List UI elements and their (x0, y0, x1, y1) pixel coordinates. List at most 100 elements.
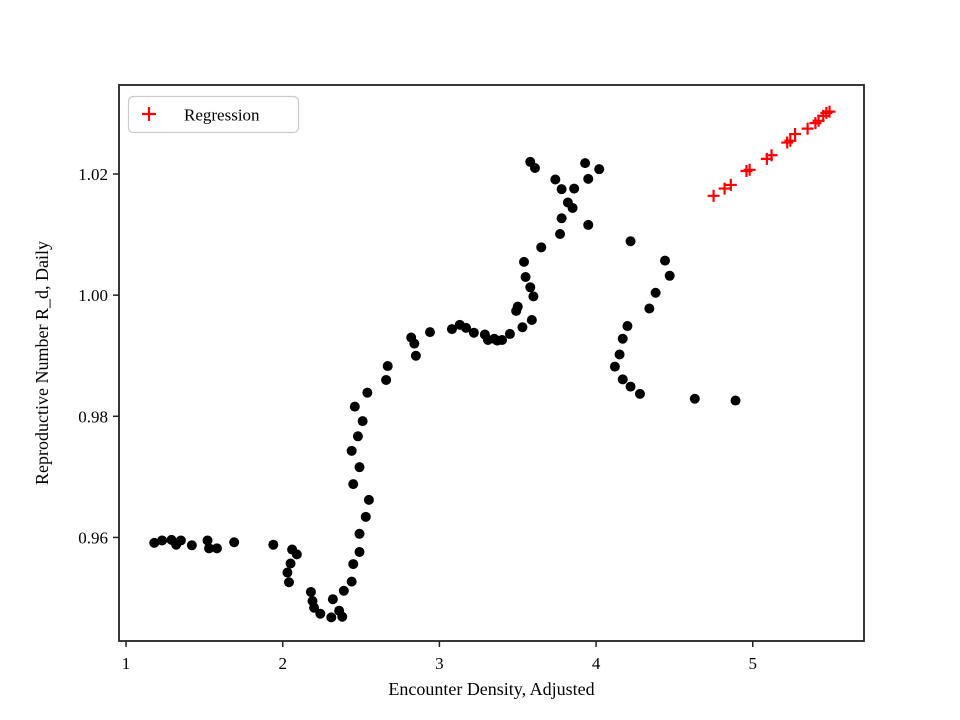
y-tick-label: 0.96 (78, 528, 108, 547)
regression-point (789, 128, 802, 141)
data-point (354, 528, 365, 539)
data-point (625, 381, 636, 392)
regression-point (784, 134, 797, 147)
data-point (282, 567, 293, 578)
data-point (326, 612, 337, 623)
data-point (382, 361, 393, 372)
data-point (175, 535, 186, 546)
data-point (363, 494, 374, 505)
regression-point (718, 182, 731, 195)
data-point (622, 321, 633, 332)
data-point (186, 540, 197, 551)
data-point (305, 586, 316, 597)
data-point (202, 535, 213, 546)
data-point (517, 322, 528, 333)
data-point (409, 338, 420, 349)
data-point (555, 228, 566, 239)
data-point (529, 162, 540, 173)
data-point (512, 301, 523, 312)
data-point (338, 585, 349, 596)
legend-plus-icon (142, 107, 156, 121)
data-point (446, 324, 457, 335)
legend: Regression (127, 95, 300, 134)
data-point (337, 611, 348, 622)
y-tick-label: 0.98 (78, 407, 108, 426)
data-point (149, 537, 160, 548)
data-point (352, 431, 363, 442)
data-point (526, 314, 537, 325)
data-point (583, 219, 594, 230)
x-tick-label: 5 (749, 654, 758, 673)
data-point (567, 202, 578, 213)
data-point (285, 558, 296, 569)
data-point (327, 594, 338, 605)
data-point (594, 164, 605, 175)
data-point (520, 271, 531, 282)
regression-point (743, 163, 756, 176)
regression-point (724, 178, 737, 191)
legend-box (127, 95, 300, 134)
data-point (315, 608, 326, 619)
data-point (617, 333, 628, 344)
y-tick-label: 1.02 (78, 165, 108, 184)
data-point (583, 173, 594, 184)
x-tick-label: 2 (278, 654, 287, 673)
data-point (569, 183, 580, 194)
data-point (519, 256, 530, 267)
data-point (360, 511, 371, 522)
x-tick-label: 3 (435, 654, 444, 673)
data-point (525, 282, 536, 293)
data-point (664, 270, 675, 281)
regression-point (801, 122, 814, 135)
regression-point (765, 149, 778, 162)
data-point (357, 416, 368, 427)
plot-frame (118, 84, 865, 642)
data-point (617, 374, 628, 385)
data-point (157, 535, 168, 546)
data-point (204, 543, 215, 554)
data-point (354, 462, 365, 473)
data-point (660, 255, 671, 266)
x-axis-label: Encounter Density, Adjusted (388, 679, 594, 699)
data-point (468, 327, 479, 338)
data-point (354, 546, 365, 557)
data-point (556, 184, 567, 195)
data-point (650, 287, 661, 298)
data-point (730, 395, 741, 406)
data-point (634, 388, 645, 399)
data-point (580, 158, 591, 169)
data-point (528, 291, 539, 302)
x-tick-label: 4 (592, 654, 601, 673)
data-point (348, 479, 359, 490)
legend-label: Regression (184, 106, 260, 125)
data-point (609, 361, 620, 372)
data-point (346, 445, 357, 456)
data-point (625, 236, 636, 247)
data-point (614, 349, 625, 360)
data-point (362, 387, 373, 398)
y-axis-label: Reproductive Number R_d, Daily (32, 241, 52, 485)
data-point (550, 174, 561, 185)
data-point (689, 393, 700, 404)
data-point (504, 328, 515, 339)
data-point (349, 401, 360, 412)
data-point (410, 350, 421, 361)
data-point (425, 327, 436, 338)
data-point (556, 213, 567, 224)
data-point (229, 537, 240, 548)
data-point (291, 549, 302, 560)
data-point (536, 242, 547, 253)
data-point (497, 334, 508, 345)
x-tick-label: 1 (122, 654, 131, 673)
data-point (461, 322, 472, 333)
data-point (211, 543, 222, 554)
data-point (348, 559, 359, 570)
data-point (268, 539, 279, 550)
data-point (309, 602, 320, 613)
y-tick-label: 1.00 (78, 286, 108, 305)
regression-point (707, 189, 720, 202)
data-point (283, 577, 294, 588)
data-point (346, 576, 357, 587)
